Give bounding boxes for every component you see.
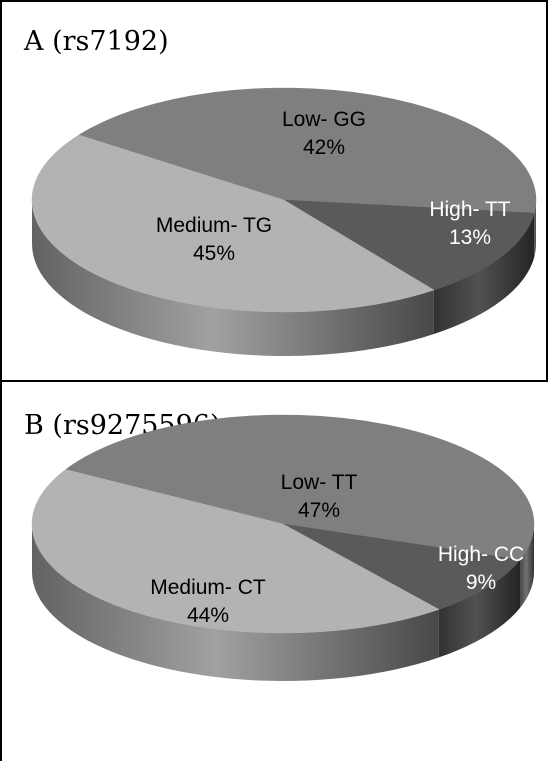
frame-top-border xyxy=(0,0,548,2)
pie-side-a xyxy=(32,200,536,356)
slice-percent-label: 13% xyxy=(449,226,491,249)
slice-percent-label: 44% xyxy=(187,604,229,627)
frame-middle-border xyxy=(0,380,548,382)
pie-top-a xyxy=(31,87,537,313)
pie-side-medium-tg xyxy=(32,200,434,356)
slice-category-label: High- CC xyxy=(438,543,524,566)
pie-chart-b: Low- TT 47% High- CC 9% Medium- CT 44% xyxy=(31,414,535,681)
slice-percent-label: 45% xyxy=(193,242,235,265)
pie-chart-a: Low- GG 42% High- TT 13% Medium- TG 45% xyxy=(31,87,537,356)
pie-side-medium-ct xyxy=(32,524,439,681)
pie-side-low-gg xyxy=(534,200,536,258)
frame-right-border xyxy=(546,0,548,382)
panel-b: B (rs9275596) Low- TT 47% High- CC 9% Medium… xyxy=(0,380,548,761)
slice-category-label: Medium- TG xyxy=(156,214,272,237)
pie-slice-low-tt xyxy=(65,414,535,561)
pie-side-low-tt xyxy=(520,524,534,608)
slice-percent-label: 47% xyxy=(298,499,340,522)
slice-category-label: Low- TT xyxy=(281,471,358,494)
chart-title-a: A (rs7192) xyxy=(24,26,169,57)
slice-percent-label: 9% xyxy=(466,571,496,594)
slice-category-label: High- TT xyxy=(429,198,510,221)
pie-slice-low-gg xyxy=(78,87,537,214)
pie-side-high-tt xyxy=(433,213,535,335)
pie-slice-medium-tg xyxy=(31,134,435,313)
panel-a: A (rs7192) Low- GG 42% High- TT 13% Medium- … xyxy=(0,0,548,380)
pie-slice-high-cc xyxy=(282,523,521,610)
pie-side-high-cc xyxy=(438,559,521,658)
slice-category-label: Low- GG xyxy=(282,108,366,131)
slice-percent-label: 42% xyxy=(303,136,345,159)
pie-slice-medium-ct xyxy=(31,469,440,634)
pie-side-b xyxy=(32,524,534,681)
slice-category-label: Medium- CT xyxy=(150,576,266,599)
pie-slice-high-tt xyxy=(283,199,535,291)
pie-top-b xyxy=(31,414,535,634)
